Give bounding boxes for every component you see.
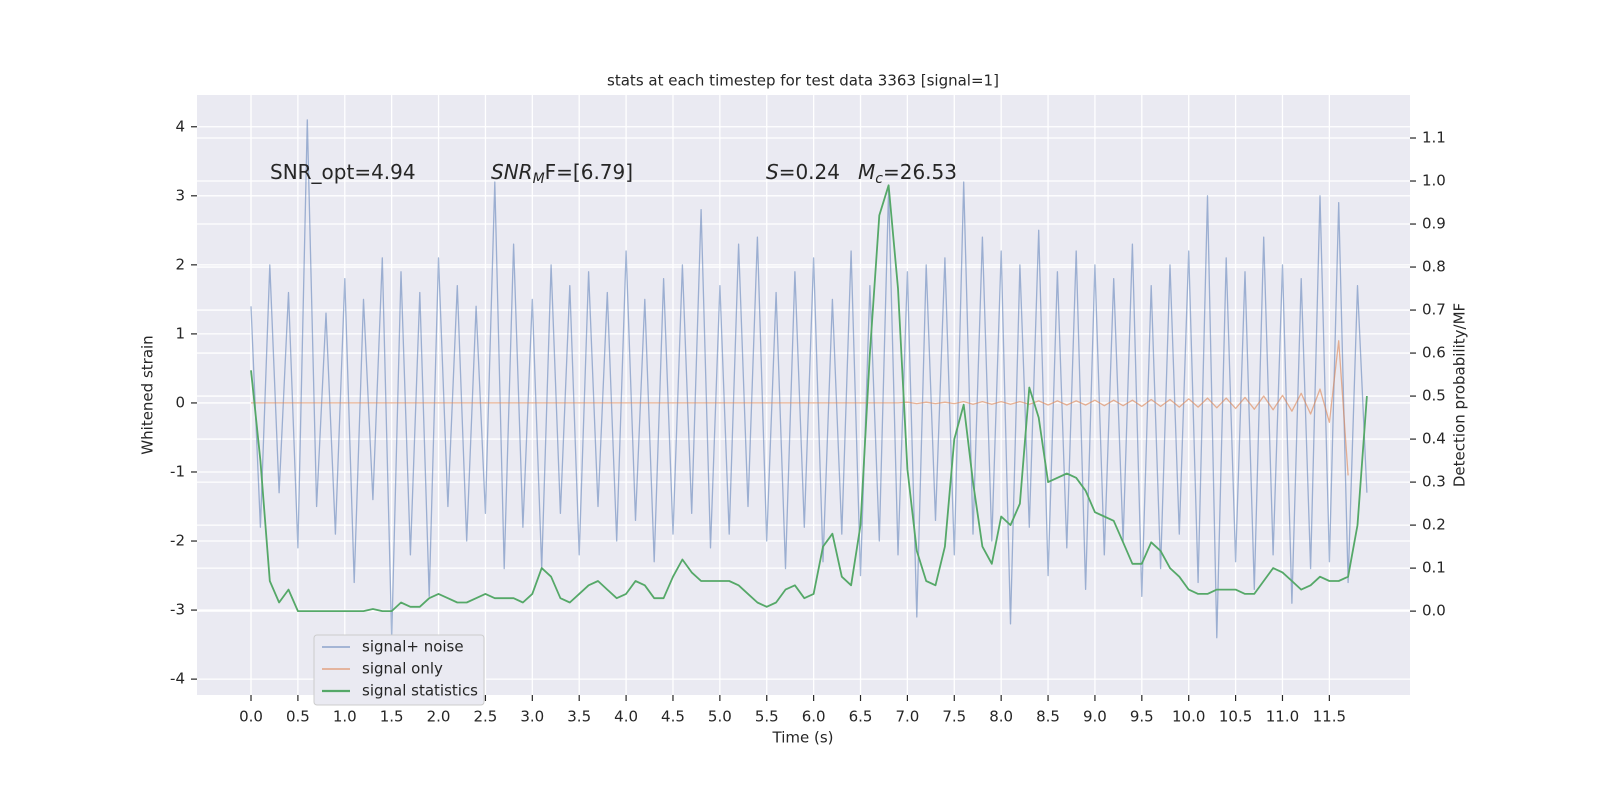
x-tick-label: 6.0 xyxy=(802,708,826,726)
x-tick-label: 8.0 xyxy=(989,708,1013,726)
y2-tick-label: 0.1 xyxy=(1422,559,1446,577)
y2-axis-label: Detection probability/MF xyxy=(1451,303,1469,487)
x-tick-label: 10.5 xyxy=(1219,708,1252,726)
x-tick-label: 2.5 xyxy=(474,708,498,726)
y-axis-label: Whitened strain xyxy=(139,335,157,454)
y2-tick-label: 1.1 xyxy=(1422,129,1446,147)
legend-label: signal only xyxy=(362,660,443,678)
annotation-part: M xyxy=(858,160,875,184)
x-tick-label: 11.0 xyxy=(1266,708,1299,726)
y-tick-label: -1 xyxy=(170,462,185,480)
annotation-part: =0.24 xyxy=(779,160,840,184)
x-tick-label: 10.0 xyxy=(1172,708,1205,726)
marks xyxy=(250,119,1368,639)
x-tick-label: 8.5 xyxy=(1036,708,1060,726)
grid xyxy=(197,95,1410,695)
legend-box xyxy=(313,634,485,706)
x-tick-label: 9.5 xyxy=(1130,708,1154,726)
y2-tick-label: 1.0 xyxy=(1422,172,1446,190)
series-line xyxy=(250,119,1368,639)
y2-tick-label: 0.6 xyxy=(1422,344,1446,362)
series-line xyxy=(250,184,1368,612)
plot-area xyxy=(197,95,1410,695)
x-tick-label: 4.0 xyxy=(614,708,638,726)
legend-label: signal statistics xyxy=(362,682,478,700)
annotation-part: SNR_opt=4.94 xyxy=(270,160,416,184)
y2-tick-label: 0.0 xyxy=(1422,602,1446,620)
x-tick-label: 1.5 xyxy=(380,708,404,726)
x-tick-label: 5.5 xyxy=(755,708,779,726)
x-tick-label: 5.0 xyxy=(708,708,732,726)
y2-tick-label: 0.2 xyxy=(1422,516,1446,534)
x-tick-label: 4.5 xyxy=(661,708,685,726)
annotation-part: c xyxy=(875,171,883,187)
chart-title: stats at each timestep for test data 336… xyxy=(607,72,999,90)
annotation-part: =26.53 xyxy=(883,160,957,184)
x-tick-label: 7.5 xyxy=(942,708,966,726)
x-axis-label: Time (s) xyxy=(772,729,834,747)
annotation-part: M xyxy=(533,171,545,187)
y2-tick-label: 0.4 xyxy=(1422,430,1446,448)
x-tick-label: 3.5 xyxy=(567,708,591,726)
y-tick-label: -2 xyxy=(170,532,185,550)
annotation: S=0.24 xyxy=(766,160,840,184)
series-line xyxy=(251,340,1349,476)
x-tick-label: 1.0 xyxy=(333,708,357,726)
x-tick-label: 7.0 xyxy=(895,708,919,726)
y-tick-label: 3 xyxy=(175,186,185,204)
x-tick-label: 3.0 xyxy=(520,708,544,726)
legend-label: signal+ noise xyxy=(362,638,464,656)
y-tick-label: 0 xyxy=(175,393,185,411)
x-tick-label: 2.0 xyxy=(427,708,451,726)
y2-tick-label: 0.3 xyxy=(1422,473,1446,491)
y2-tick-label: 0.9 xyxy=(1422,215,1446,233)
annotation-part: S xyxy=(766,160,779,184)
annotation: Mc=26.53 xyxy=(858,160,957,188)
x-tick-label: 0.0 xyxy=(239,708,263,726)
x-tick-label: 0.5 xyxy=(286,708,310,726)
annotation-part: F=[6.79] xyxy=(545,160,633,184)
y-tick-label: 2 xyxy=(175,255,185,273)
y2-tick-label: 0.5 xyxy=(1422,387,1446,405)
y-tick-label: 4 xyxy=(175,117,185,135)
x-tick-label: 11.5 xyxy=(1313,708,1346,726)
annotation: SNRMF=[6.79] xyxy=(491,160,633,188)
annotation-part: SNR xyxy=(491,160,533,184)
x-tick-label: 6.5 xyxy=(849,708,873,726)
annotation: SNR_opt=4.94 xyxy=(270,160,416,184)
y2-tick-label: 0.7 xyxy=(1422,301,1446,319)
y-tick-label: 1 xyxy=(175,324,185,342)
y2-tick-label: 0.8 xyxy=(1422,258,1446,276)
y-tick-label: -4 xyxy=(170,670,185,688)
y-tick-label: -3 xyxy=(170,601,185,619)
labels: 0.0 0.5 1.0 1.5 2.0 2.5 3.0 3.5 4.0 4.5 5.0 5.5 6.0 6… xyxy=(170,117,1446,725)
x-tick-label: 9.0 xyxy=(1083,708,1107,726)
